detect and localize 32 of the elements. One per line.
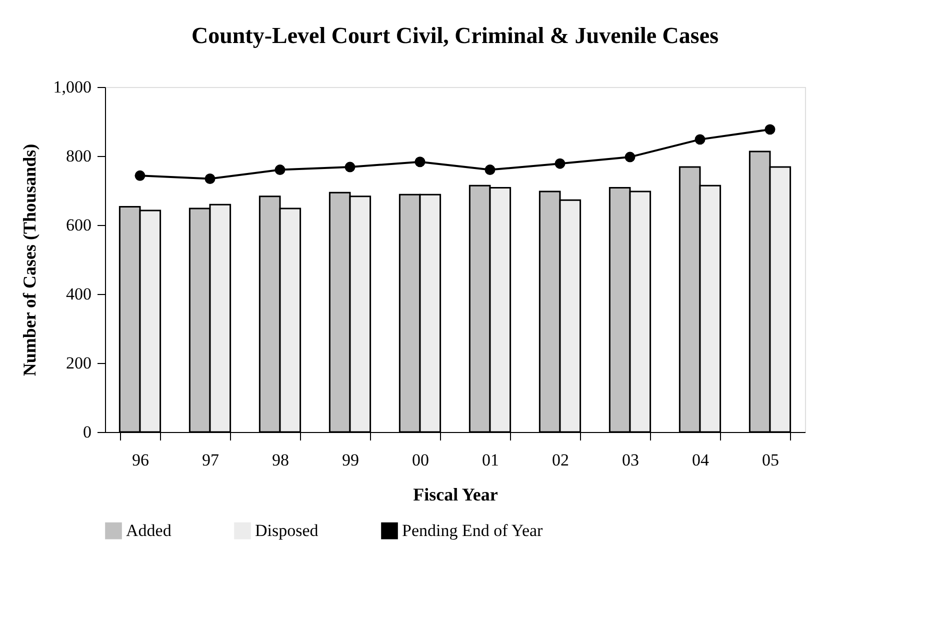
chart-title: County-Level Court Civil, Criminal & Juvenile Cases xyxy=(191,23,719,48)
y-tick-label: 400 xyxy=(66,284,92,304)
x-tick-label: 98 xyxy=(272,450,289,470)
y-tick-label: 800 xyxy=(66,146,92,166)
y-tick-label: 1,000 xyxy=(53,78,92,96)
legend-label: Added xyxy=(126,520,172,540)
y-tick-label: 600 xyxy=(66,216,92,234)
y-tick-label: 0 xyxy=(83,422,92,442)
x-tick-label: 03 xyxy=(622,450,639,470)
legend-label: Pending End of Year xyxy=(402,520,544,540)
point xyxy=(554,158,566,169)
point xyxy=(484,164,496,176)
point xyxy=(344,162,356,172)
point xyxy=(624,152,636,162)
x-tick-label: 97 xyxy=(202,450,220,470)
point xyxy=(274,164,286,176)
legend-label: Disposed xyxy=(255,520,319,540)
y-tick-label: 200 xyxy=(66,354,92,372)
x-axis-title: Fiscal Year xyxy=(413,484,498,504)
x-tick-label: 04 xyxy=(692,450,710,470)
x-tick-label: 99 xyxy=(342,450,359,470)
x-tick-label: 01 xyxy=(482,450,499,470)
x-tick-label: 00 xyxy=(412,450,429,470)
point xyxy=(694,134,706,145)
point xyxy=(764,124,776,135)
x-tick-label: 96 xyxy=(132,450,149,470)
point xyxy=(134,170,146,181)
y-axis-title: Number of Cases (Thousands) xyxy=(19,144,40,376)
x-tick-label: 02 xyxy=(552,450,569,470)
point xyxy=(414,156,426,168)
point xyxy=(204,174,216,184)
x-tick-label: 05 xyxy=(762,450,779,470)
